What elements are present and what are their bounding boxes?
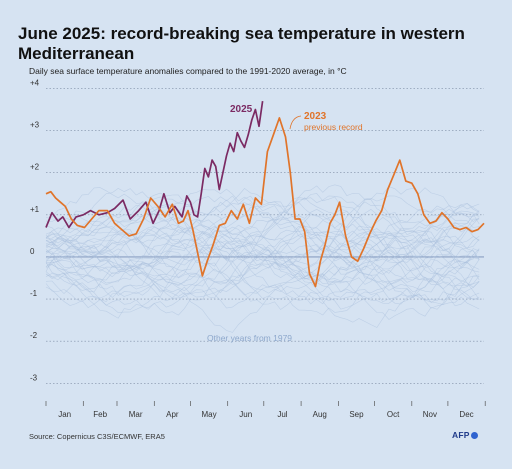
series-line-2023: [45, 117, 485, 288]
label-2023: 2023: [304, 111, 327, 122]
other-year-line: [45, 217, 480, 333]
x-tick-label: Mar: [129, 410, 143, 419]
label-2023-pointer: [289, 115, 302, 130]
other-year-line: [45, 195, 480, 269]
x-tick-label: Apr: [166, 410, 179, 419]
afp-logo: AFP: [452, 430, 478, 440]
other-year-line: [45, 209, 480, 287]
other-year-line: [45, 220, 480, 292]
series-line-2025: [45, 100, 264, 229]
y-tick-label: -1: [30, 289, 38, 298]
other-year-line: [45, 195, 480, 262]
label-2025: 2025: [230, 104, 253, 115]
other-year-line: [45, 225, 480, 314]
other-year-line: [45, 197, 480, 301]
other-year-line: [45, 188, 480, 263]
chart-subtitle: Daily sea surface temperature anomalies …: [29, 66, 347, 76]
other-year-line: [45, 228, 480, 305]
other-year-line: [45, 210, 480, 301]
other-year-line: [45, 184, 480, 273]
other-year-line: [45, 204, 480, 281]
other-year-line: [45, 213, 480, 305]
other-year-line: [45, 209, 480, 299]
other-year-line: [45, 238, 480, 310]
x-tick-label: Jun: [239, 410, 252, 419]
source-note: Source: Copernicus C3S/ECMWF, ERA5: [29, 432, 165, 441]
label-layer: +4 +3 +2 +1 0 -1 -2 -3 Jan Feb Mar Apr May Jun Jul Aug S…: [30, 78, 474, 419]
afp-logo-text: AFP: [452, 430, 470, 440]
label-other-years: Other years from 1979: [207, 333, 292, 343]
x-tick-label: Aug: [313, 410, 327, 419]
x-tick-label: Jan: [58, 410, 71, 419]
y-tick-label: +3: [30, 121, 40, 130]
y-tick-label: -2: [30, 331, 38, 340]
y-tick-label: +1: [30, 205, 40, 214]
other-years-layer: [45, 184, 480, 333]
y-tick-label: -3: [30, 373, 38, 382]
other-year-line: [45, 188, 480, 267]
afp-logo-dot-icon: [470, 432, 478, 439]
other-year-line: [45, 199, 480, 283]
other-year-line: [45, 230, 480, 287]
x-tick-label: Jul: [277, 410, 287, 419]
x-tick-label: Feb: [93, 410, 107, 419]
x-tick-label: May: [201, 410, 216, 419]
x-tick-label: Nov: [423, 410, 437, 419]
series-layer: [45, 100, 485, 288]
x-tick-label: Oct: [387, 410, 400, 419]
other-year-line: [45, 203, 480, 284]
other-year-line: [45, 203, 480, 284]
chart-title: June 2025: record-breaking sea temperatu…: [18, 24, 465, 63]
label-previous-record: previous record: [304, 122, 363, 132]
other-year-line: [45, 228, 480, 307]
other-year-line: [45, 218, 480, 285]
grid-layer: [45, 88, 486, 406]
other-year-line: [45, 186, 480, 266]
y-tick-label: 0: [30, 247, 35, 256]
y-tick-label: +2: [30, 163, 40, 172]
x-tick-label: Sep: [349, 410, 364, 419]
other-year-line: [45, 196, 480, 282]
x-tick-label: Dec: [459, 410, 473, 419]
y-tick-label: +4: [30, 78, 40, 87]
